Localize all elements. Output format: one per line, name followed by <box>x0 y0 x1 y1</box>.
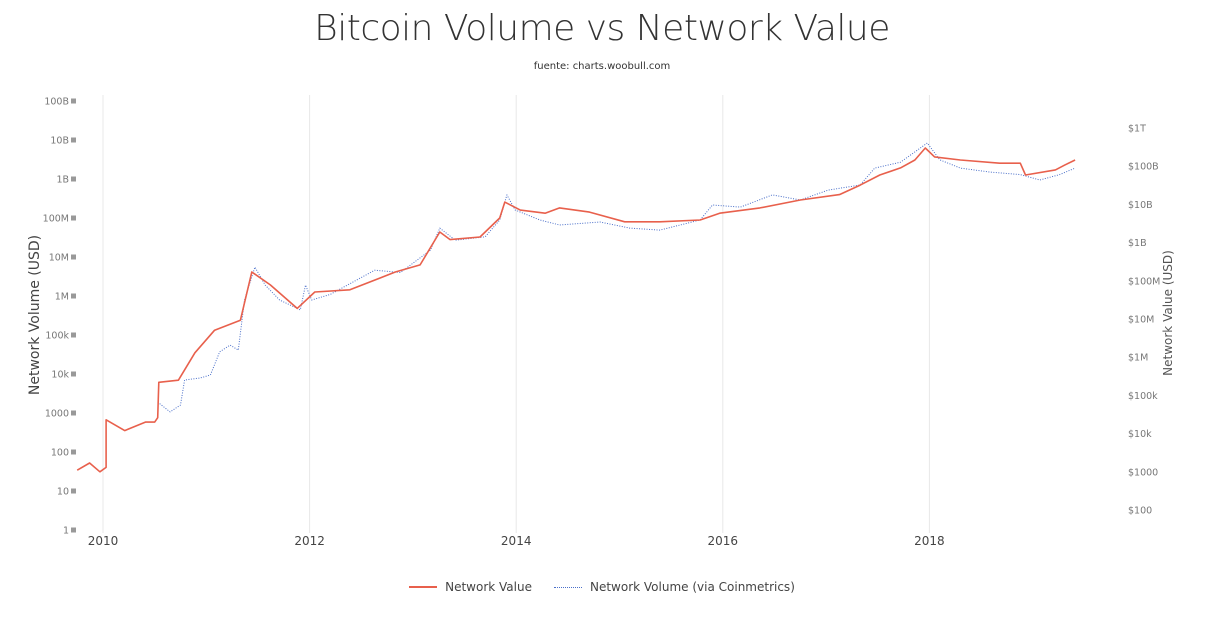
y-axis-right-label: Network Value (USD) <box>1161 250 1175 376</box>
legend-item-network-value[interactable]: Network Value <box>409 580 532 594</box>
y-left-tick-mark <box>71 449 76 455</box>
y-left-tick-label: 100B <box>44 97 69 108</box>
y-left-tick-mark <box>71 137 76 143</box>
legend-swatch-solid <box>409 586 438 588</box>
y-left-tick-label: 1M <box>55 292 69 303</box>
y-left-tick-mark <box>71 254 76 260</box>
y-left-tick-label: 100k <box>45 331 69 342</box>
y-left-tick-mark <box>71 98 76 104</box>
x-tick-label: 2012 <box>294 534 325 548</box>
y-left-tick-mark <box>71 371 76 377</box>
y-right-tick-label: $10k <box>1128 429 1152 440</box>
y-left-tick-mark <box>71 293 76 299</box>
y-right-tick-label: $10B <box>1128 200 1153 211</box>
y-left-tick-label: 100 <box>51 448 69 459</box>
y-left-tick-mark <box>71 488 76 494</box>
y-left-tick-mark <box>71 215 76 221</box>
series-network-volume-line <box>157 142 1076 413</box>
x-tick-label: 2010 <box>88 534 119 548</box>
y-right-tick-label: $100 <box>1128 506 1152 517</box>
y-axis-left-label: Network Volume (USD) <box>27 235 43 395</box>
y-left-tick-mark <box>71 332 76 338</box>
y-right-tick-label: $100M <box>1128 276 1160 287</box>
legend-label: Network Value <box>445 580 532 594</box>
chart-subtitle: fuente: charts.woobull.com <box>533 61 671 72</box>
legend-label: Network Volume (via Coinmetrics) <box>589 580 795 594</box>
y-right-tick-label: $1M <box>1128 353 1148 364</box>
y-right-tick-label: $100B <box>1128 162 1159 173</box>
y-right-tick-label: $100k <box>1128 391 1158 402</box>
chart-title: Bitcoin Volume vs Network Value <box>314 8 890 49</box>
x-tick-label: 2014 <box>501 534 532 548</box>
legend-swatch-dotted <box>553 586 582 588</box>
legend: Network Value Network Volume (via Coinme… <box>0 580 1204 594</box>
y-left-tick-label: 1B <box>56 175 69 186</box>
y-right-tick-label: $1B <box>1128 238 1147 249</box>
y-right-tick-label: $10M <box>1128 315 1154 326</box>
y-left-tick-label: 10k <box>51 370 69 381</box>
y-right-tick-label: $1000 <box>1128 467 1158 478</box>
series-network-value-line <box>76 147 1076 473</box>
y-left-tick-label: 1000 <box>45 409 69 420</box>
y-left-tick-mark <box>71 527 76 533</box>
y-left-tick-mark <box>71 176 76 182</box>
y-left-tick-label: 10 <box>57 487 69 498</box>
y-left-tick-label: 10B <box>50 136 69 147</box>
y-right-tick-label: $1T <box>1128 124 1146 135</box>
x-tick-label: 2018 <box>914 534 945 548</box>
y-left-tick-label: 100M <box>43 214 69 225</box>
x-tick-label: 2016 <box>708 534 739 548</box>
y-left-tick-mark <box>71 410 76 416</box>
legend-item-network-volume[interactable]: Network Volume (via Coinmetrics) <box>553 580 795 594</box>
y-left-tick-label: 1 <box>63 526 69 537</box>
y-left-tick-label: 10M <box>49 253 69 264</box>
